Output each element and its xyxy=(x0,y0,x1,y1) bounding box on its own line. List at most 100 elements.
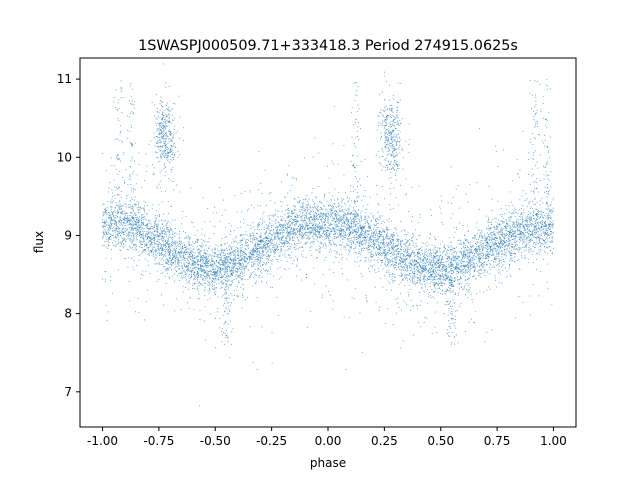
data-point xyxy=(160,238,162,240)
data-point xyxy=(272,251,274,253)
data-point xyxy=(231,247,232,249)
data-point xyxy=(516,224,518,226)
data-point xyxy=(494,274,496,276)
data-point xyxy=(470,268,472,269)
data-point xyxy=(428,279,429,280)
data-point xyxy=(129,220,130,222)
data-point xyxy=(270,242,272,244)
data-point xyxy=(526,239,528,241)
data-point xyxy=(145,225,147,226)
data-point xyxy=(320,215,322,217)
data-point xyxy=(403,260,405,262)
data-point xyxy=(241,271,243,273)
data-point xyxy=(500,220,502,222)
data-point xyxy=(391,235,393,237)
data-point xyxy=(314,229,316,231)
data-point xyxy=(265,251,267,253)
data-point xyxy=(447,257,449,259)
data-point xyxy=(204,276,206,278)
data-point xyxy=(155,254,157,256)
data-point xyxy=(194,264,196,265)
data-point xyxy=(310,227,312,229)
data-point xyxy=(259,277,261,279)
data-point xyxy=(176,254,177,256)
data-point xyxy=(227,257,229,259)
data-point xyxy=(189,282,191,284)
data-point xyxy=(401,274,403,276)
data-point xyxy=(247,257,249,259)
data-point xyxy=(486,250,488,252)
data-point xyxy=(333,211,335,212)
data-point xyxy=(549,224,551,226)
data-point xyxy=(505,219,507,221)
data-point xyxy=(449,256,451,258)
data-point xyxy=(529,233,531,235)
data-point xyxy=(146,204,148,206)
data-point xyxy=(349,205,351,206)
data-point xyxy=(122,231,124,233)
data-point xyxy=(511,232,513,234)
data-point xyxy=(226,242,228,244)
data-point xyxy=(277,221,279,223)
data-point xyxy=(200,264,202,266)
data-point xyxy=(273,251,275,253)
data-point xyxy=(362,226,364,227)
data-point xyxy=(363,247,365,249)
data-point xyxy=(267,227,269,229)
data-point xyxy=(245,242,247,243)
data-point xyxy=(480,242,482,244)
data-point xyxy=(283,224,284,226)
data-point xyxy=(346,224,348,226)
data-point xyxy=(263,245,265,247)
data-point xyxy=(196,261,198,262)
data-point xyxy=(357,214,359,216)
data-point xyxy=(401,265,403,267)
data-point xyxy=(453,237,455,239)
data-point xyxy=(496,252,498,254)
data-point xyxy=(238,282,240,284)
data-point xyxy=(469,241,471,243)
data-point xyxy=(353,241,355,243)
data-point xyxy=(209,254,211,256)
data-point xyxy=(358,243,360,244)
data-point xyxy=(153,242,155,244)
data-point xyxy=(345,217,347,219)
data-point xyxy=(514,233,516,235)
data-point xyxy=(187,268,189,270)
data-point xyxy=(137,221,139,223)
data-point xyxy=(134,227,136,229)
data-point xyxy=(526,236,527,238)
data-point xyxy=(133,249,135,251)
data-point xyxy=(475,263,477,264)
data-point xyxy=(429,283,431,285)
data-point xyxy=(257,269,259,271)
data-point xyxy=(450,250,452,252)
data-point xyxy=(285,239,287,241)
data-point xyxy=(414,266,416,268)
data-point xyxy=(426,259,427,261)
data-point xyxy=(333,234,334,235)
data-point xyxy=(438,259,440,261)
data-point xyxy=(366,257,367,259)
data-point xyxy=(171,264,173,266)
data-point xyxy=(339,233,340,235)
data-point xyxy=(338,222,340,224)
data-point xyxy=(212,266,214,268)
data-point xyxy=(145,224,147,226)
data-point xyxy=(190,251,192,253)
data-point xyxy=(287,216,288,218)
data-point xyxy=(542,228,544,230)
data-point xyxy=(326,209,328,211)
data-point xyxy=(293,205,295,207)
data-point xyxy=(425,248,427,250)
data-point xyxy=(381,255,383,257)
data-point xyxy=(539,253,541,255)
data-point xyxy=(115,230,117,232)
data-point xyxy=(162,254,164,256)
data-point xyxy=(254,258,256,260)
data-point xyxy=(214,274,216,276)
data-point xyxy=(419,270,420,272)
data-point xyxy=(212,260,214,262)
data-point xyxy=(189,238,191,240)
data-point xyxy=(290,257,292,259)
